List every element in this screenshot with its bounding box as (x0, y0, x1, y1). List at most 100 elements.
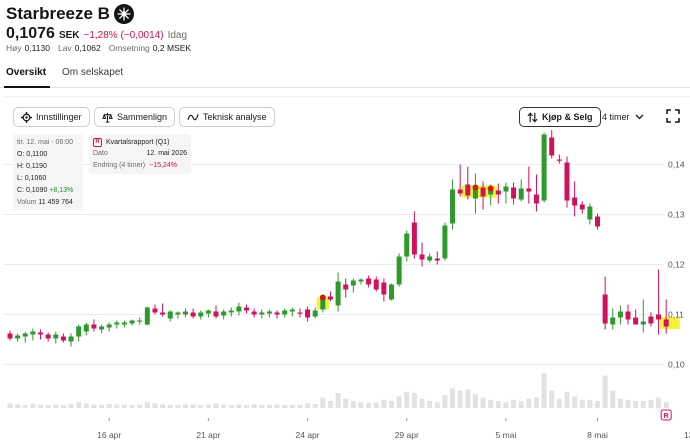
candle-up (404, 233, 410, 257)
candle-down (434, 258, 440, 261)
currency: SEK (58, 30, 80, 41)
volume-bar (503, 402, 509, 408)
volume-bar (389, 401, 394, 408)
compare-button[interactable]: Sammenlign (94, 107, 176, 127)
settings-button[interactable]: Innstillinger (13, 107, 90, 127)
x-tick-label: 16 apr (97, 430, 121, 440)
volume-bar (30, 403, 36, 408)
candle-down (327, 296, 333, 300)
scale-icon (102, 112, 113, 123)
candle-up (518, 188, 524, 200)
volume-bar (457, 390, 463, 408)
tab-overview[interactable]: Oversikt (6, 67, 47, 78)
candle-down (556, 159, 562, 161)
title-row: Starbreeze B (6, 4, 134, 24)
candle-up (396, 256, 402, 285)
candle-up (282, 310, 288, 315)
volume-bar (53, 404, 59, 408)
volume-bar (175, 405, 181, 408)
tab-about-company[interactable]: Om selskapet (62, 67, 124, 78)
volume-bar (282, 405, 288, 408)
fullscreen-icon[interactable] (666, 109, 680, 123)
candle-down (7, 333, 13, 339)
gear-icon (21, 111, 32, 123)
ohlc-high: H: 0,1190 (17, 163, 47, 170)
timeframe-select[interactable]: 4 timer (602, 107, 644, 127)
candle-up (389, 284, 394, 300)
report-date-row: Dato 12. mai 2026 (93, 148, 187, 160)
stats-row: Høy 0,1130 Lav 0,1062 Omsetning 0,2 MSEK (6, 43, 191, 53)
volume-bar (579, 399, 585, 408)
stat-turnover: Omsetning 0,2 MSEK (108, 43, 192, 53)
candle-up (30, 331, 36, 335)
volume-bar (564, 391, 570, 408)
volume-bar (182, 404, 188, 408)
y-tick-label: 0,12 (668, 260, 685, 270)
volume-bar (45, 405, 51, 408)
chevron-down-icon (635, 114, 643, 120)
volume-bar (22, 405, 28, 408)
report-event-letter: R (664, 413, 669, 420)
candle-down (152, 308, 158, 313)
volume-bar (15, 404, 21, 408)
candle-down (648, 316, 654, 324)
candle-up (312, 310, 318, 317)
volume-bar (572, 396, 578, 408)
x-tick-label: 5 mai (496, 430, 517, 440)
volume-bar (343, 398, 349, 408)
volume-bar (266, 405, 272, 408)
volume-bar (495, 401, 501, 408)
volume-bar (236, 404, 242, 408)
volume-bar (633, 401, 639, 408)
volume-bar (68, 403, 74, 408)
stat-high: Høy 0,1130 (6, 43, 50, 53)
volume-bar (526, 398, 532, 408)
technical-analysis-button[interactable]: Teknisk analyse (179, 107, 275, 127)
candle-down (411, 222, 417, 255)
candle-down (251, 311, 257, 315)
candle-up (587, 206, 593, 220)
volume-bar (472, 394, 478, 408)
candlestick-chart[interactable]: 0,14 0,13 0,12 0,11 0,10 16 apr 21 apr 24 apr 2… (0, 130, 690, 442)
candle-up (182, 311, 188, 315)
report-title: Kvartalsrapport (Q1) (106, 139, 170, 146)
candle-up (289, 309, 295, 312)
candle-down (564, 162, 570, 201)
settings-label: Innstillinger (36, 112, 82, 122)
candle-up (236, 306, 242, 312)
report-tooltip: R Kvartalsrapport (Q1) Dato 12. mai 2026… (89, 134, 191, 174)
candle-up (221, 311, 227, 316)
volume-bar (541, 373, 547, 408)
candle-up (503, 186, 509, 192)
trend-line-icon (187, 113, 199, 120)
volume-bar (419, 398, 425, 408)
candle-down (45, 334, 51, 339)
buy-sell-button[interactable]: Kjøp & Selg (519, 107, 601, 127)
candle-up (350, 280, 356, 286)
candle-up (259, 312, 265, 315)
ohlc-volume: Volum 11 459 764 (17, 199, 73, 206)
signal-marker (487, 185, 494, 192)
volume-bar (244, 405, 250, 408)
change-period: Idag (167, 30, 188, 41)
candle-down (526, 188, 532, 192)
volume-bar (144, 402, 150, 408)
tab-bar: Oversikt Om selskapet (0, 64, 690, 88)
ohlc-date: tir. 12. mai - 06:00 (17, 139, 74, 146)
candle-down (419, 254, 425, 260)
report-badge-icon: R (93, 138, 102, 147)
candle-down (366, 278, 372, 285)
report-event-marker[interactable]: R (660, 409, 672, 421)
volume-bar (305, 403, 311, 408)
candle-down (60, 336, 66, 341)
volume-bar (350, 401, 356, 408)
volume-bar (602, 375, 608, 408)
signal-marker (319, 294, 326, 301)
candle-up (472, 187, 478, 199)
candle-up (610, 317, 616, 325)
volume-bar (427, 401, 433, 408)
volume-bar (274, 404, 280, 408)
candle-up (121, 322, 127, 325)
candles (7, 130, 669, 347)
volume-bar (228, 405, 234, 408)
